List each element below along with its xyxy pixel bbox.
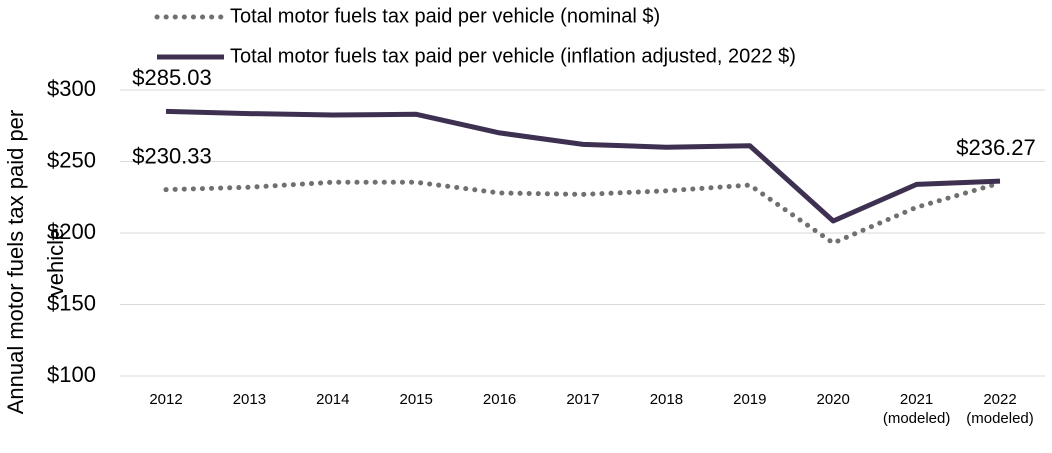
x-tick-label: 2017 — [566, 391, 600, 408]
x-tick-label: 2015 — [399, 391, 433, 408]
y-tick-label: $100 — [47, 362, 96, 387]
x-tick-label: 2022 (modeled) — [966, 391, 1034, 427]
legend-label: Total motor fuels tax paid per vehicle (… — [230, 45, 796, 67]
y-tick-label: $300 — [47, 76, 96, 101]
series-line — [165, 108, 1001, 224]
x-tick-label: 2012 — [149, 391, 183, 408]
series-line — [163, 179, 1003, 246]
x-tick-label: 2014 — [316, 391, 350, 408]
y-axis-label: Annual motor fuels tax paid per vehicle — [3, 109, 68, 415]
data-label: $236.27 — [956, 135, 1036, 160]
y-tick-label: $150 — [47, 290, 96, 315]
data-label: $230.33 — [132, 143, 212, 168]
legend-label: Total motor fuels tax paid per vehicle (… — [230, 5, 660, 27]
x-tick-label: 2018 — [649, 391, 684, 408]
x-tick-label: 2021 (modeled) — [882, 391, 951, 427]
x-tick-label: 2016 — [482, 391, 517, 408]
y-tick-label: $250 — [47, 147, 96, 172]
data-label: $285.03 — [132, 65, 212, 90]
x-tick-label: 2019 — [733, 391, 767, 408]
x-tick-label: 2013 — [232, 391, 267, 408]
y-tick-label: $200 — [47, 219, 96, 244]
x-tick-label: 2020 — [816, 391, 850, 408]
